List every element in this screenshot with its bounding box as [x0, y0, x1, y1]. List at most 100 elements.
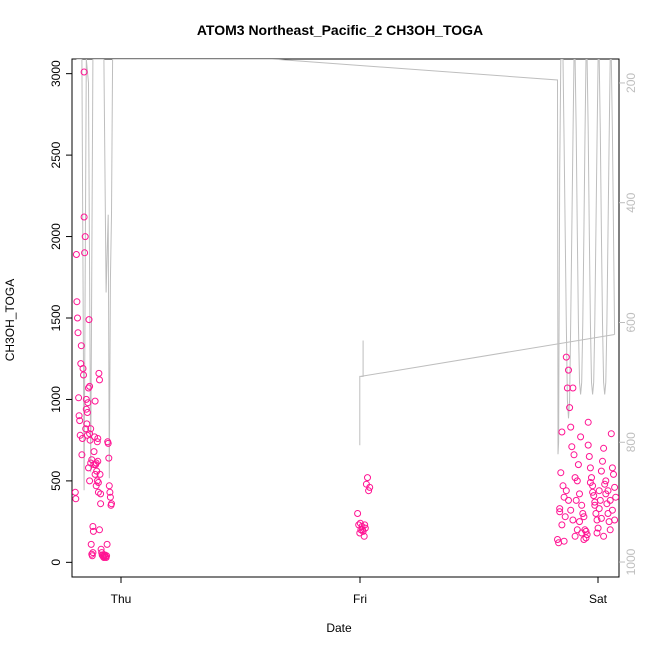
- y-axis: 0 500 1000 1500 2000 2500 3000: [49, 60, 72, 566]
- data-point: [77, 342, 85, 350]
- altitude-line-segment-1: [360, 334, 615, 377]
- data-point: [602, 477, 610, 485]
- data-point: [75, 412, 83, 420]
- data-point: [573, 477, 581, 485]
- data-point: [600, 444, 608, 452]
- data-point: [103, 540, 111, 548]
- data-point: [567, 423, 575, 431]
- data-point: [572, 496, 580, 504]
- data-point: [589, 488, 597, 496]
- altitude-line: [76, 59, 616, 491]
- data-point: [80, 213, 88, 221]
- data-point: [72, 488, 79, 496]
- data-point: [611, 483, 619, 491]
- right-tick-label: 200: [624, 73, 638, 93]
- data-point: [585, 453, 593, 460]
- data-point: [558, 428, 566, 436]
- y-tick-label: 0: [49, 559, 63, 566]
- data-point: [85, 464, 92, 472]
- data-point: [72, 495, 80, 503]
- data-point: [561, 513, 569, 521]
- data-point: [576, 490, 583, 498]
- data-point: [96, 470, 104, 478]
- data-point: [84, 399, 92, 407]
- data-point: [610, 470, 617, 478]
- data-point: [103, 552, 111, 560]
- data-point: [106, 488, 114, 496]
- data-point: [87, 425, 95, 433]
- data-point: [88, 552, 96, 560]
- data-point: [595, 505, 603, 513]
- data-point: [604, 487, 612, 495]
- data-point: [560, 537, 568, 545]
- data-point: [100, 552, 108, 560]
- data-point: [81, 233, 89, 241]
- x-axis: Thu Fri Sat: [111, 576, 608, 606]
- data-point: [90, 448, 98, 456]
- plot-frame: [71, 58, 620, 578]
- data-point: [611, 516, 619, 524]
- data-point: [590, 492, 598, 500]
- data-point: [603, 500, 611, 508]
- data-point: [559, 482, 567, 490]
- data-point: [583, 531, 591, 539]
- data-point: [86, 382, 94, 390]
- data-point: [584, 441, 592, 449]
- data-point: [556, 508, 564, 516]
- data-point: [105, 482, 113, 490]
- data-point: [85, 384, 92, 392]
- data-point: [93, 438, 101, 446]
- data-point: [106, 493, 114, 501]
- data-point: [87, 540, 95, 548]
- data-point: [606, 496, 614, 504]
- data-point: [607, 430, 615, 438]
- right-tick-label: 600: [624, 312, 638, 332]
- data-point: [557, 469, 565, 477]
- data-point: [570, 451, 578, 459]
- data-point: [95, 369, 103, 377]
- data-point: [80, 371, 87, 379]
- data-point: [593, 516, 601, 524]
- data-point: [597, 514, 605, 522]
- data-point: [584, 418, 592, 426]
- data-point: [569, 384, 577, 392]
- data-point: [597, 467, 605, 475]
- data-point: [93, 477, 101, 485]
- y-tick-label: 1500: [49, 304, 63, 331]
- y-tick-label: 2000: [49, 223, 63, 250]
- data-point: [365, 487, 373, 495]
- data-point: [92, 482, 100, 490]
- data-point: [74, 314, 81, 322]
- data-point: [580, 513, 588, 521]
- data-point: [86, 430, 94, 438]
- x-axis-label: Date: [326, 621, 352, 635]
- data-point: [108, 500, 115, 508]
- data-point: [86, 436, 94, 444]
- data-point: [599, 457, 606, 465]
- data-point: [360, 532, 368, 540]
- y-axis-label: CH3OH_TOGA: [3, 279, 17, 361]
- data-point: [94, 488, 102, 496]
- data-point: [565, 366, 572, 374]
- data-point: [568, 443, 576, 451]
- data-point: [586, 479, 594, 486]
- data-point: [86, 477, 94, 485]
- y-axis-right: 200 400 600 800 1000: [619, 73, 638, 575]
- x-tick-label: Sat: [589, 592, 608, 606]
- data-point: [606, 526, 614, 534]
- data-point: [601, 480, 609, 488]
- data-point: [591, 498, 599, 506]
- data-point: [89, 523, 97, 530]
- x-tick-label: Fri: [353, 592, 367, 606]
- data-point: [364, 474, 371, 482]
- data-point: [580, 536, 588, 543]
- data-point: [594, 524, 602, 532]
- data-point: [558, 521, 566, 529]
- data-point: [79, 365, 87, 372]
- altitude-line-segment-0: [359, 340, 364, 446]
- data-point: [361, 521, 369, 529]
- data-point: [82, 425, 90, 433]
- data-point: [76, 417, 84, 425]
- data-point: [82, 395, 90, 403]
